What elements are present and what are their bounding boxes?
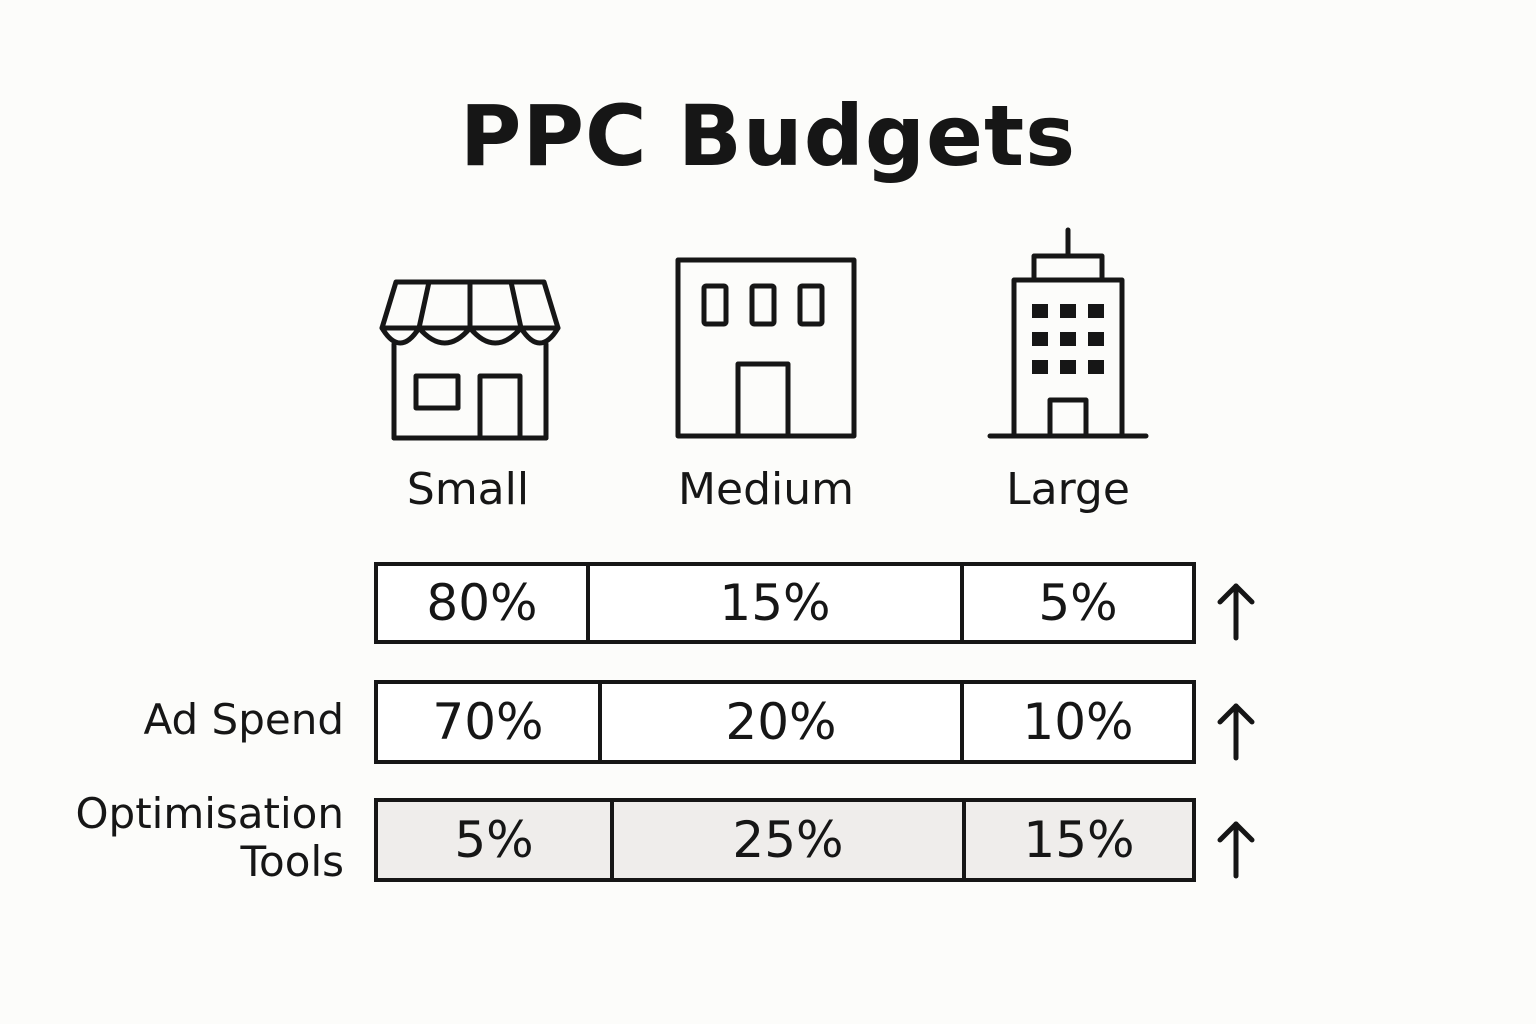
row-label-line-1: Optimisation — [75, 789, 344, 838]
skyscraper-icon — [986, 226, 1150, 442]
size-label-small: Small — [406, 464, 530, 515]
cell-small: 5% — [454, 811, 534, 869]
up-arrow-icon — [1214, 818, 1258, 880]
cell-small: 70% — [432, 693, 544, 751]
budget-row-ad-spend: 70% 20% 10% — [374, 680, 1196, 764]
budget-row-1: 80% 15% 5% — [374, 562, 1196, 644]
storefront-icon — [372, 272, 568, 448]
up-arrow-icon — [1214, 580, 1258, 642]
size-label-large: Large — [1006, 464, 1130, 515]
page-title: PPC Budgets — [459, 87, 1077, 185]
row-label-line-2: Tools — [240, 837, 344, 886]
up-arrow-icon — [1214, 700, 1258, 762]
cell-medium: 20% — [598, 684, 960, 760]
cell-large: 10% — [960, 684, 1192, 760]
row-label-ad-spend: Ad Spend — [143, 695, 344, 744]
cell-small: 80% — [426, 574, 538, 632]
cell-medium: 15% — [586, 566, 960, 640]
row-label-optimisation-tools: Optimisation Tools — [0, 790, 344, 886]
building-icon — [672, 254, 860, 442]
cell-large: 15% — [962, 802, 1192, 878]
budget-row-optimisation-tools: 5% 25% 15% — [374, 798, 1196, 882]
cell-medium: 25% — [610, 802, 962, 878]
size-label-medium: Medium — [678, 464, 854, 515]
cell-large: 5% — [960, 566, 1192, 640]
